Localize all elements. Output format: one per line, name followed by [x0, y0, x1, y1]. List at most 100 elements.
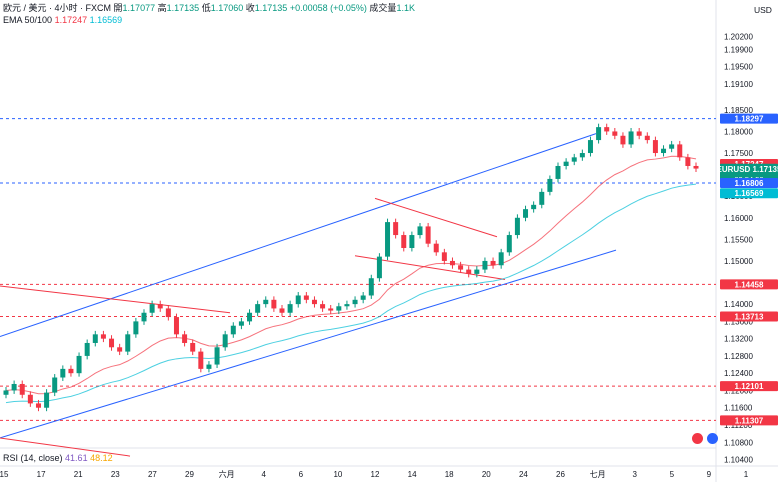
rsi-label: RSI (14, close) — [3, 453, 63, 463]
x-tick-label: 6 — [299, 470, 304, 479]
price-tag-label: 1.18297 — [735, 115, 764, 124]
candle-body — [19, 383, 25, 395]
candle-body — [60, 368, 66, 378]
candle-body — [271, 299, 277, 309]
rsi-value-2: 48.12 — [90, 453, 113, 463]
candle-body — [474, 269, 480, 274]
resistance-line — [0, 285, 231, 314]
candle-body — [303, 295, 309, 300]
candle-body — [579, 153, 585, 158]
candle-body — [125, 334, 131, 352]
candle-body — [336, 306, 342, 311]
candle-body — [425, 226, 431, 244]
price-tag-label: 1.13713 — [735, 313, 764, 322]
y-tick-label: 1.15500 — [724, 235, 753, 244]
candle-body — [84, 342, 90, 356]
candle-body — [109, 338, 115, 348]
y-tick-label: 1.19500 — [724, 63, 753, 72]
candle-body — [628, 131, 634, 145]
price-tag-label: 1.12101 — [735, 382, 764, 391]
candle-body — [409, 235, 415, 248]
candle-body — [571, 157, 577, 162]
ema-label: EMA 50/100 — [3, 15, 53, 25]
price-tag-label: 1.11307 — [735, 416, 764, 425]
x-tick-label: 12 — [371, 470, 380, 479]
candle-body — [27, 394, 33, 404]
candle-body — [514, 217, 520, 236]
candle-body — [458, 265, 464, 270]
candle-body — [385, 222, 391, 257]
close-value: 1.17135 — [254, 3, 288, 13]
y-tick-label: 1.16000 — [724, 214, 753, 223]
candle-body — [3, 390, 9, 395]
news-flag-icon[interactable] — [692, 433, 703, 444]
x-tick-label: 23 — [111, 470, 120, 479]
rsi-legend[interactable]: RSI (14, close) 41.61 48.12 — [3, 452, 113, 464]
y-tick-label: 1.14000 — [724, 300, 753, 309]
y-tick-label: 1.10400 — [724, 456, 753, 465]
candle-body — [117, 347, 123, 352]
ema-legend[interactable]: EMA 50/100 1.17247 1.16569 — [3, 14, 122, 26]
candle-body — [587, 140, 593, 154]
x-tick-label: 21 — [74, 470, 83, 479]
candle-body — [490, 260, 496, 266]
candle-body — [693, 165, 699, 169]
y-tick-label: 1.17500 — [724, 149, 753, 158]
news-flag-icon-2[interactable] — [707, 433, 718, 444]
candle-body — [555, 165, 561, 179]
x-tick-label: 24 — [519, 470, 528, 479]
y-tick-label: 1.15000 — [724, 257, 753, 266]
lower-red-line — [0, 437, 131, 457]
x-tick-label: 3 — [632, 470, 637, 479]
price-tag-bg — [720, 113, 778, 124]
candle-body — [141, 312, 147, 322]
ema50-value: 1.17247 — [54, 15, 88, 25]
candle-body — [498, 252, 504, 266]
price-tag-label: 1.16569 — [735, 189, 764, 198]
candle-body — [547, 178, 553, 192]
candle-body — [344, 304, 350, 307]
y-tick-label: 1.20200 — [724, 32, 753, 41]
y-tick-label: 1.18000 — [724, 127, 753, 136]
ema50-line — [5, 155, 697, 395]
candle-body — [661, 148, 667, 154]
x-tick-label: 17 — [37, 470, 46, 479]
candle-body — [441, 252, 447, 261]
candle-body — [295, 295, 301, 305]
candle-body — [52, 377, 58, 393]
x-tick-label: 20 — [482, 470, 491, 479]
candle-body — [539, 191, 545, 205]
x-tick-label: 18 — [445, 470, 454, 479]
candle-body — [214, 347, 220, 365]
currency-label[interactable]: USD — [754, 5, 772, 15]
candle-body — [506, 235, 512, 253]
candle-body — [360, 295, 366, 300]
x-tick-label: 七月 — [590, 470, 606, 479]
candle-body — [523, 209, 529, 218]
symbol-line[interactable]: 欧元 / 美元 · 4小时 · FXCM — [3, 3, 112, 13]
open-value: 1.17077 — [122, 3, 156, 13]
candle-body — [417, 226, 423, 236]
price-tag-label: 1.14458 — [735, 280, 764, 289]
candle-body — [190, 342, 196, 352]
price-tag-bg — [720, 279, 778, 290]
channel-upper-line — [0, 133, 597, 337]
y-tick-label: 1.18500 — [724, 106, 753, 115]
rsi-value-1: 41.61 — [65, 453, 88, 463]
wedge-upper-line — [374, 197, 498, 238]
candle-body — [165, 308, 171, 318]
x-tick-label: 26 — [556, 470, 565, 479]
candle-body — [76, 355, 82, 374]
x-tick-label: 4 — [261, 470, 266, 479]
candle-body — [255, 304, 261, 313]
candle-body — [531, 204, 537, 210]
x-tick-label: 10 — [333, 470, 342, 479]
candle-body — [157, 304, 163, 309]
volume-value: 1.1K — [396, 3, 415, 13]
candle-body — [669, 144, 675, 149]
x-tick-label: 9 — [707, 470, 712, 479]
candle-body — [247, 312, 253, 322]
high-value: 1.17135 — [166, 3, 200, 13]
volume-label: 成交量 — [369, 3, 397, 13]
